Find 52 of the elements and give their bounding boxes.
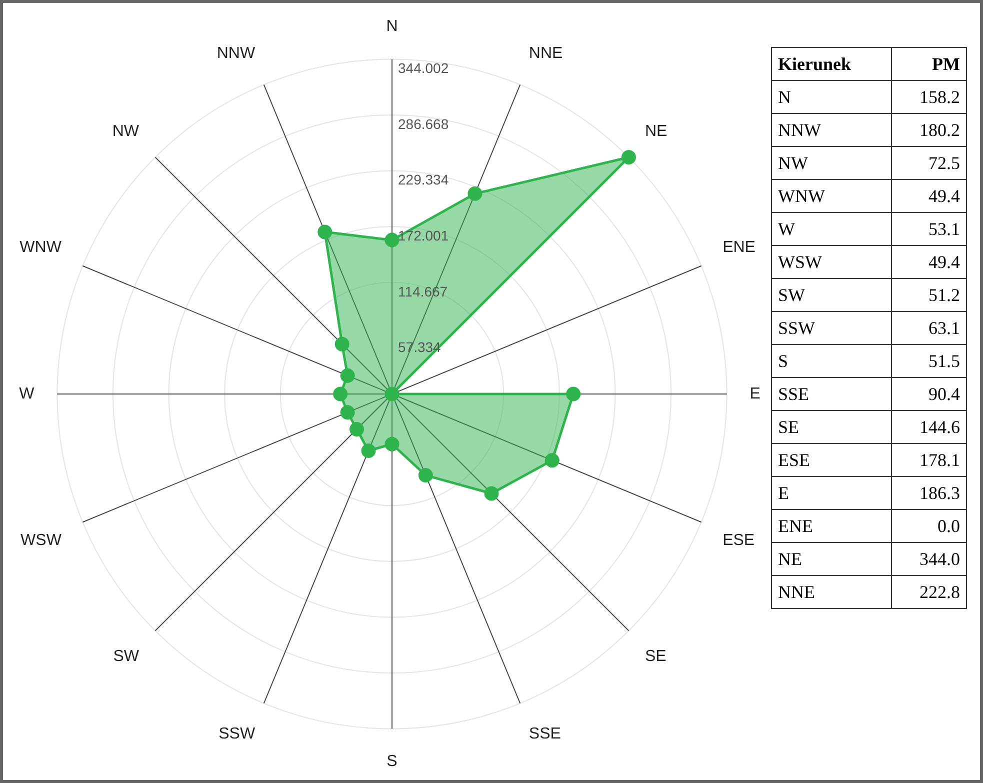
category-label: WNW [778,186,825,206]
category-label: NW [778,152,808,172]
text: 186.3 [920,482,960,502]
text: 51.2 [928,284,960,304]
text: 63.1 [928,318,960,338]
spoke-label: ENE [722,238,756,256]
spoke-label: SW [113,648,140,666]
text: Kierunek [772,48,892,80]
category-label: SE [778,416,800,436]
spoke-label: N [386,18,398,36]
text: 158.2 [920,86,960,106]
text: 90.4 [928,384,960,404]
spoke-label: E [750,385,760,402]
category-label: W [778,218,795,238]
text: PM [892,48,966,80]
spoke-label: WSW [20,532,62,549]
spoke-label: NNE [528,45,563,62]
text: 222.8 [920,582,960,602]
text: 144.6 [920,416,960,436]
category-label: S [778,350,788,370]
spoke-label: NE [645,122,668,140]
spoke-label: SSE [528,726,561,743]
category-label: ESE [778,450,810,470]
category-label: N [778,86,791,106]
spoke-label: SE [645,648,666,666]
category-label: SSE [778,384,810,404]
text: 72.5 [928,152,960,172]
category-label: NNW [778,120,821,140]
text: 49.4 [928,252,960,272]
text: 180.2 [920,120,960,140]
text: 49.4 [928,186,960,206]
spoke-label: W [19,385,36,402]
spoke-label: NW [112,122,140,140]
spoke-label: SSW [218,726,256,743]
category-label: ENE [778,516,813,536]
category-label: SW [778,284,805,304]
category-label: E [778,482,789,502]
y-tick-label: 286.668 [398,116,449,132]
text: 51.5 [928,350,960,370]
text: 53.1 [928,218,960,238]
category-label: NE [778,548,802,568]
spoke-label: NNW [216,45,256,62]
category-label: NNE [778,582,815,602]
text: 344.0 [920,548,960,568]
y-tick-label: 344.002 [398,60,449,76]
text: 178.1 [920,450,960,470]
spoke-label: WNW [20,238,62,256]
text: 0.0 [938,516,960,536]
category-label: WSW [778,252,822,272]
spoke-label: ESE [722,532,755,549]
category-label: SSW [778,318,816,338]
spoke-label: S [386,752,398,770]
